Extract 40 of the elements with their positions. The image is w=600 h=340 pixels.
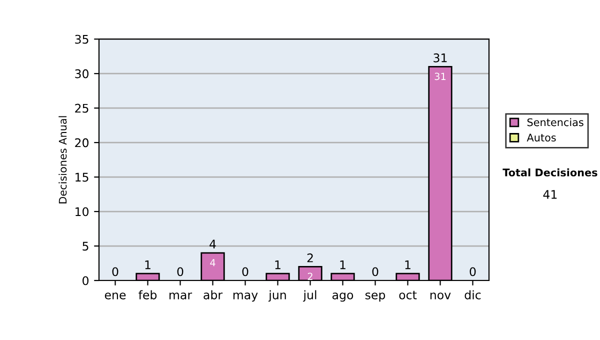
data-label: 4: [210, 259, 216, 266]
total-label: 1: [275, 260, 280, 270]
x-tick-label: feb: [138, 290, 157, 300]
x-tick-label: may: [233, 292, 258, 302]
data-label: 31: [434, 72, 446, 80]
text: 41: [543, 190, 557, 199]
legend-label: Sentencias: [527, 118, 584, 126]
total-label: 0: [177, 267, 184, 276]
data-label: 2: [308, 272, 312, 280]
total-label: 0: [470, 267, 476, 276]
x-tick-label: nov: [430, 292, 451, 300]
y-tick-label: 15: [76, 172, 88, 182]
text: Total Decisiones: [502, 168, 598, 176]
x-tick-label: ago: [332, 292, 354, 302]
total-label: 1: [145, 260, 150, 270]
total-label: 31: [434, 53, 447, 62]
x-tick-label: dic: [464, 290, 481, 300]
total-label: 0: [112, 267, 118, 276]
total-label: 4: [210, 240, 216, 248]
y-tick-label: 35: [75, 34, 88, 44]
y-tick-label: 30: [75, 69, 88, 78]
x-tick-label: mar: [170, 292, 192, 300]
y-tick-label: 20: [75, 138, 88, 148]
total-label: 0: [242, 267, 248, 276]
y-axis-title: Decisiones Anual: [58, 116, 67, 204]
x-tick-label: jun: [268, 290, 286, 302]
legend-label: Autos: [526, 134, 556, 142]
total-label: 1: [405, 260, 410, 270]
total-label: 1: [340, 260, 346, 270]
x-tick-label: ene: [104, 292, 126, 300]
x-tick-label: oct: [399, 290, 417, 300]
y-tick-label: 10: [76, 207, 88, 216]
y-tick-label: 5: [82, 242, 88, 251]
x-tick-label: sep: [365, 292, 386, 302]
x-tick-label: jul: [303, 290, 316, 302]
total-label: 2: [307, 253, 313, 262]
y-tick-label: 25: [75, 104, 88, 113]
y-tick-label: 0: [82, 276, 88, 286]
total-label: 0: [372, 267, 378, 276]
x-tick-label: abr: [204, 290, 223, 300]
